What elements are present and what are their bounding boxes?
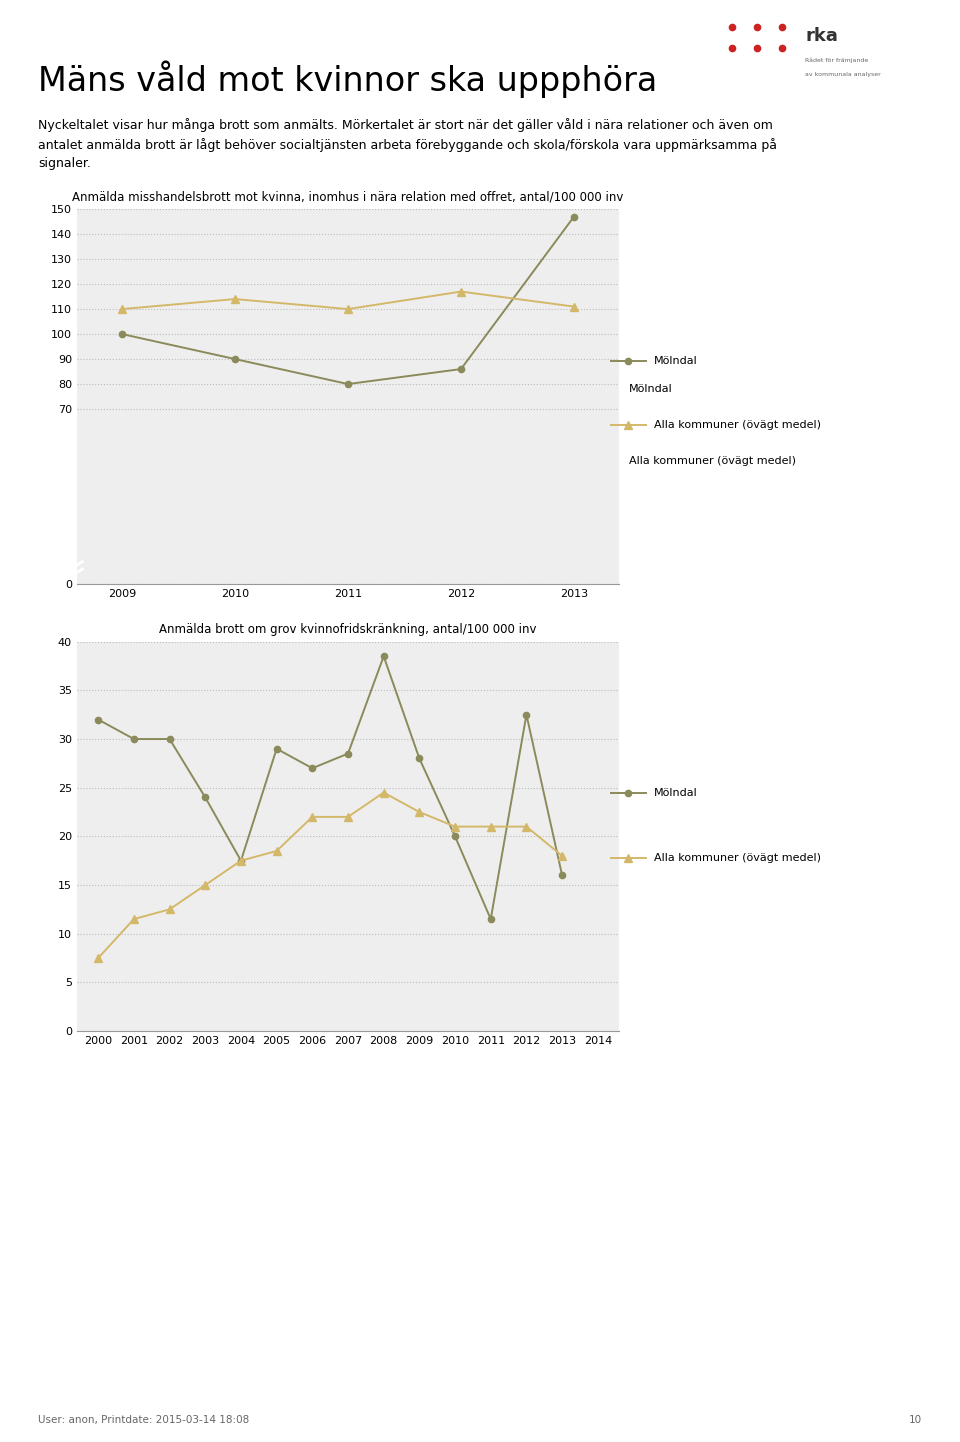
Text: User: anon, Printdate: 2015-03-14 18:08: User: anon, Printdate: 2015-03-14 18:08 [38, 1415, 250, 1425]
Text: Alla kommuner (övägt medel): Alla kommuner (övägt medel) [629, 457, 796, 466]
Text: av kommunala analyser: av kommunala analyser [805, 72, 881, 76]
Text: Nyckeltalet visar hur många brott som anmälts. Mörkertalet är stort när det gäll: Nyckeltalet visar hur många brott som an… [38, 118, 778, 170]
Text: 10: 10 [908, 1415, 922, 1425]
Text: rka: rka [805, 27, 838, 45]
Text: Mölndal: Mölndal [654, 356, 697, 365]
Text: Mölndal: Mölndal [654, 789, 697, 797]
Title: Anmälda misshandelsbrott mot kvinna, inomhus i nära relation med offret, antal/1: Anmälda misshandelsbrott mot kvinna, ino… [72, 190, 624, 203]
Text: Mäns våld mot kvinnor ska uppphöra: Mäns våld mot kvinnor ska uppphöra [38, 61, 658, 98]
Text: Mölndal: Mölndal [629, 385, 673, 394]
Title: Anmälda brott om grov kvinnofridskränkning, antal/100 000 inv: Anmälda brott om grov kvinnofridskränkni… [159, 623, 537, 636]
Text: Alla kommuner (övägt medel): Alla kommuner (övägt medel) [654, 421, 821, 430]
Text: Alla kommuner (övägt medel): Alla kommuner (övägt medel) [654, 854, 821, 862]
Text: Rådet för främjande: Rådet för främjande [805, 58, 869, 63]
